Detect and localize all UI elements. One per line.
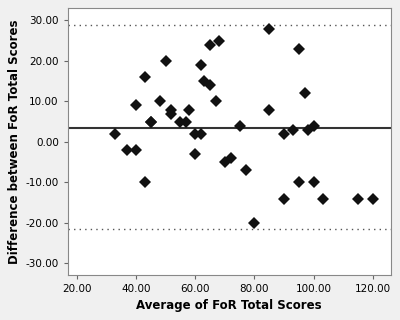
X-axis label: Average of FoR Total Scores: Average of FoR Total Scores — [136, 299, 322, 312]
Y-axis label: Difference between FoR Total Scores: Difference between FoR Total Scores — [8, 20, 21, 264]
